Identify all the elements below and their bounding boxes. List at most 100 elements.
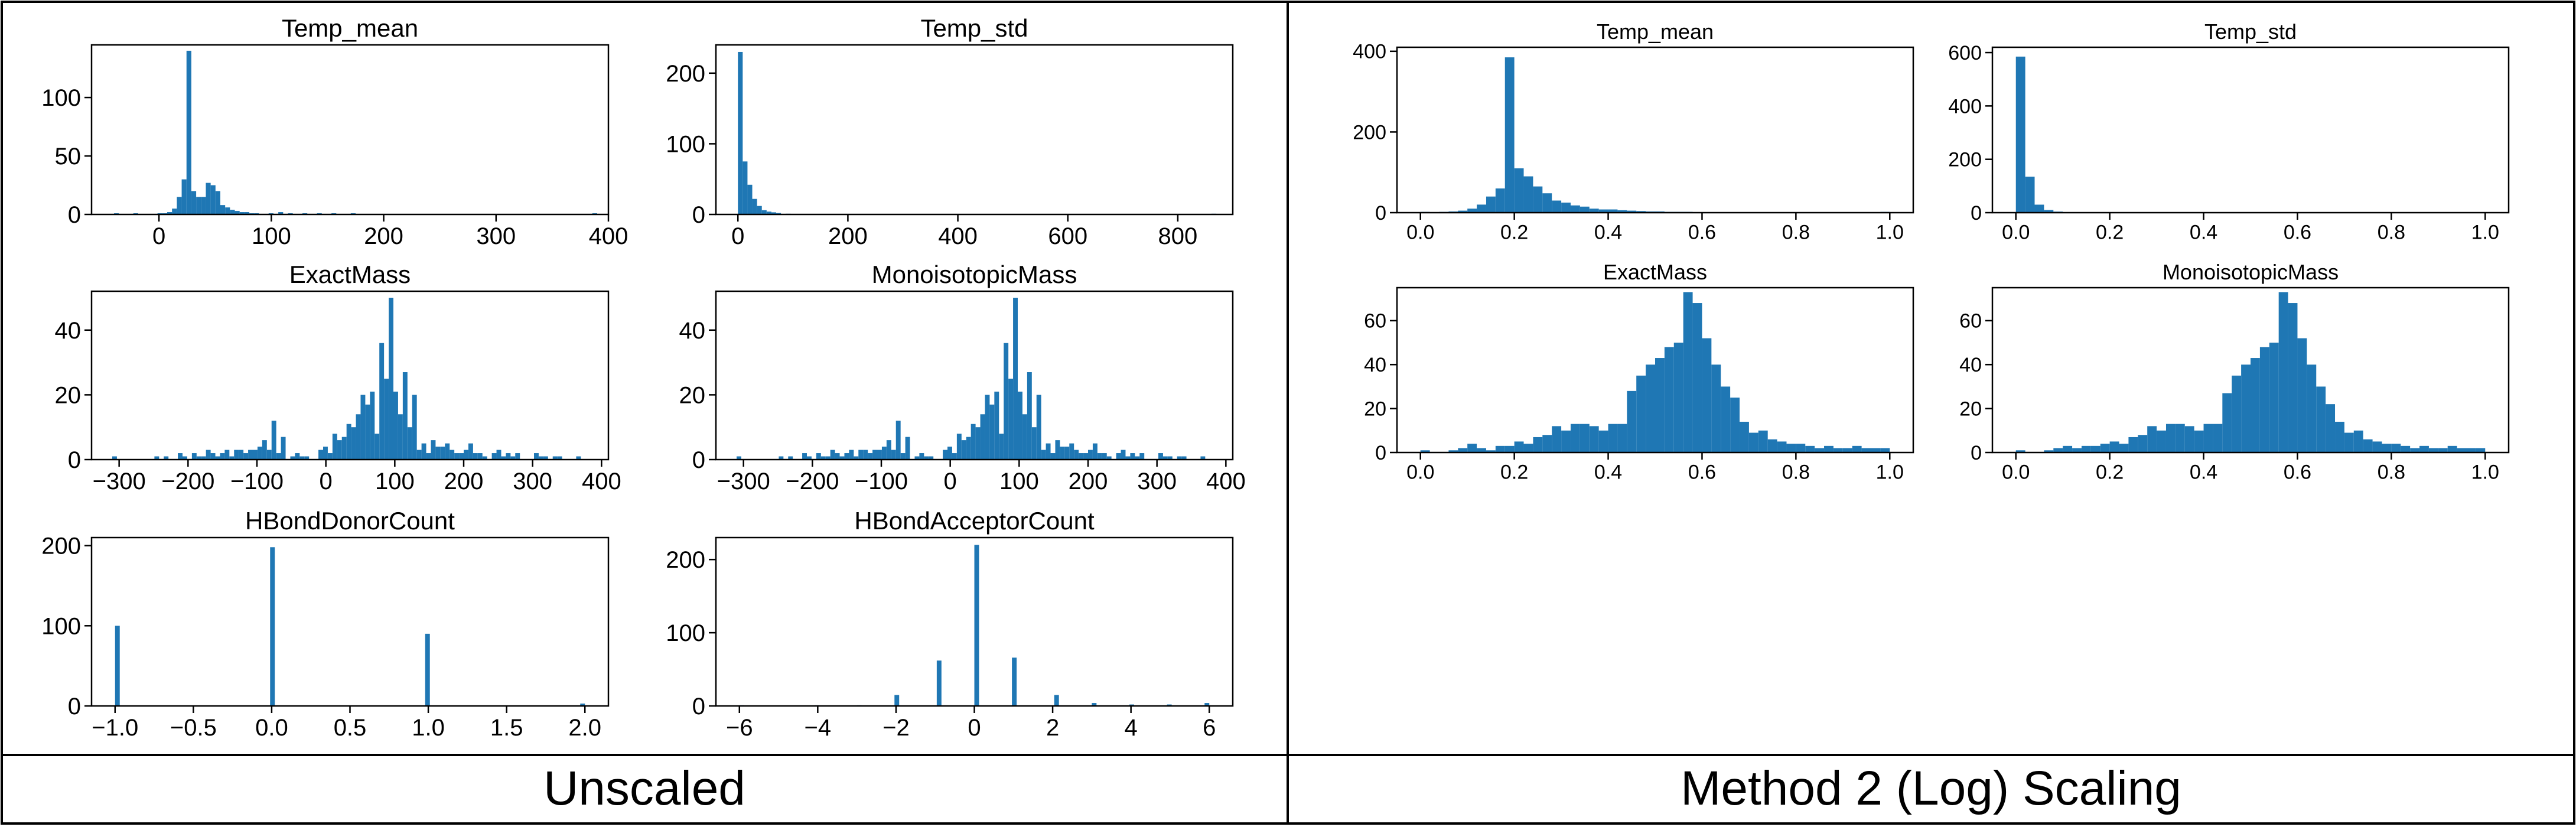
histogram-bar bbox=[515, 453, 520, 460]
x-tick-label: 400 bbox=[582, 468, 621, 494]
histogram-bar bbox=[181, 179, 187, 214]
y-tick-label: 20 bbox=[1959, 398, 1982, 421]
histogram-bar bbox=[1880, 448, 1890, 453]
histogram-bar bbox=[389, 297, 393, 460]
y-tick-label: 200 bbox=[1353, 121, 1386, 144]
y-tick-label: 0 bbox=[692, 202, 705, 228]
chart-title: Temp_mean bbox=[282, 14, 418, 42]
chart-title: Temp_mean bbox=[1597, 19, 1714, 44]
histogram-bar bbox=[863, 450, 868, 460]
histogram-bar bbox=[370, 391, 375, 460]
histogram-bar bbox=[771, 212, 777, 214]
caption-log-scaling: Method 2 (Log) Scaling bbox=[1681, 761, 2181, 815]
histogram-bar bbox=[2138, 435, 2148, 453]
histogram-bar bbox=[2044, 210, 2054, 213]
histogram-bar bbox=[886, 440, 891, 460]
histogram-bar bbox=[1636, 375, 1646, 453]
histogram-bar bbox=[1074, 450, 1079, 460]
histogram-bar bbox=[1121, 450, 1126, 460]
histogram-bar bbox=[820, 456, 826, 460]
histogram-bar bbox=[2128, 437, 2138, 453]
histogram-bar bbox=[844, 453, 849, 460]
histogram-bar bbox=[1031, 427, 1037, 460]
histogram-bar bbox=[290, 456, 295, 460]
x-tick-label: −0.5 bbox=[170, 715, 217, 741]
histogram-unscaled-temp_mean: Temp_mean 0 100 200 300 400 0 50 100 bbox=[41, 14, 628, 249]
histogram-bar bbox=[384, 378, 389, 460]
histogram-bar bbox=[491, 453, 497, 460]
y-tick-label: 0 bbox=[68, 694, 81, 720]
histogram-bar bbox=[1617, 210, 1627, 213]
x-tick-label: 0.2 bbox=[1500, 222, 1528, 244]
x-tick-label: 0.0 bbox=[255, 715, 288, 741]
y-tick-label: 20 bbox=[1364, 398, 1386, 421]
histogram-bar bbox=[2391, 444, 2401, 453]
histogram-bar bbox=[210, 453, 216, 460]
histogram-bar bbox=[1589, 209, 1599, 213]
histogram-bar bbox=[2466, 448, 2476, 453]
histogram-bar bbox=[1477, 204, 1486, 213]
x-tick-label: 1.0 bbox=[1876, 222, 1904, 244]
histogram-bar bbox=[971, 424, 976, 460]
histogram-bar bbox=[1561, 430, 1571, 453]
x-tick-label: 100 bbox=[252, 223, 291, 249]
histogram-bar bbox=[1477, 448, 1486, 453]
histogram-bar bbox=[295, 453, 300, 460]
histogram-bar bbox=[830, 450, 835, 460]
chart-title: Temp_std bbox=[920, 14, 1028, 42]
histogram-bar bbox=[183, 456, 187, 460]
plot-frame bbox=[715, 290, 1234, 461]
histogram-bar bbox=[425, 633, 430, 706]
x-tick-label: 0.4 bbox=[2190, 461, 2217, 484]
x-tick-label: 4 bbox=[1125, 715, 1138, 741]
histogram-bar bbox=[974, 545, 979, 706]
caption-unscaled: Unscaled bbox=[543, 761, 745, 815]
x-tick-label: 1.5 bbox=[490, 715, 523, 741]
histogram-bar bbox=[225, 207, 230, 214]
histogram-bar bbox=[281, 437, 286, 460]
histogram-bar bbox=[1486, 450, 1496, 453]
y-tick-label: 200 bbox=[666, 61, 705, 87]
y-tick-label: 400 bbox=[1948, 95, 1982, 118]
histogram-bar bbox=[914, 456, 920, 460]
histogram-bar bbox=[738, 51, 743, 214]
histogram-bar bbox=[1097, 453, 1102, 460]
x-tick-label: −300 bbox=[93, 468, 146, 494]
histogram-bar bbox=[341, 437, 347, 460]
histogram-bar bbox=[1486, 196, 1496, 213]
x-tick-label: 800 bbox=[1158, 223, 1198, 249]
histogram-bar bbox=[919, 453, 924, 460]
histogram-bar bbox=[1740, 421, 1749, 453]
histogram-bar bbox=[2175, 424, 2185, 453]
histogram-bar bbox=[266, 450, 272, 460]
histogram-bar bbox=[905, 437, 910, 460]
histogram-bar bbox=[543, 456, 548, 460]
histogram-log-exactmass: ExactMass 0.0 0.2 0.4 0.6 0.8 1.0 0 20 40 60 bbox=[1364, 260, 1914, 484]
histogram-bar bbox=[215, 456, 220, 460]
histogram-bar bbox=[304, 456, 310, 460]
histogram-bar bbox=[1055, 440, 1060, 460]
histogram-bar bbox=[1050, 453, 1056, 460]
histogram-bar bbox=[318, 450, 323, 460]
histogram-bar bbox=[1721, 386, 1731, 453]
histogram-bar bbox=[239, 212, 245, 214]
histogram-log-temp_std: Temp_std 0.0 0.2 0.4 0.6 0.8 1.0 0 200 400 600 bbox=[1948, 19, 2510, 244]
histogram-bar bbox=[924, 456, 929, 460]
histogram-bar bbox=[1636, 211, 1646, 213]
histogram-bar bbox=[1617, 424, 1627, 453]
histogram-bar bbox=[2109, 441, 2119, 453]
x-tick-label: 200 bbox=[1069, 468, 1108, 494]
histogram-bar bbox=[1692, 303, 1702, 453]
histogram-bar bbox=[327, 453, 333, 460]
x-tick-label: 400 bbox=[938, 223, 978, 249]
histogram-bar bbox=[454, 453, 460, 460]
histogram-bar bbox=[332, 434, 337, 460]
histogram-bar bbox=[1181, 456, 1187, 460]
histogram-bar bbox=[2438, 448, 2448, 453]
y-tick-label: 20 bbox=[679, 382, 706, 408]
histogram-bar bbox=[1041, 450, 1046, 460]
x-tick-label: 0.8 bbox=[1782, 222, 1810, 244]
histogram-bar bbox=[1083, 453, 1088, 460]
x-tick-label: 0.6 bbox=[2284, 222, 2311, 244]
histogram-bar bbox=[825, 456, 831, 460]
